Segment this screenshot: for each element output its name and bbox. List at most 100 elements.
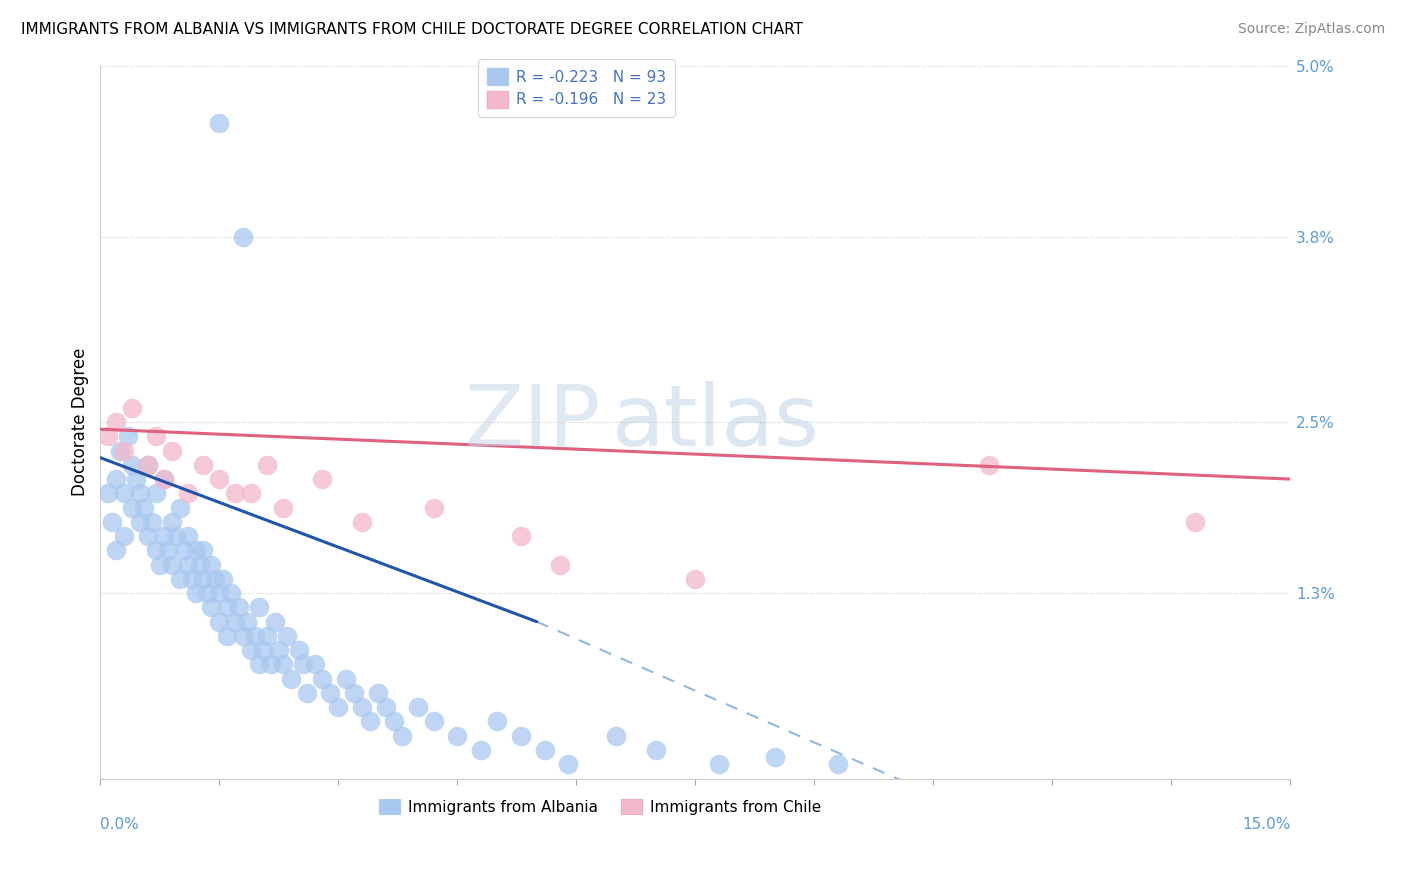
Text: Source: ZipAtlas.com: Source: ZipAtlas.com bbox=[1237, 22, 1385, 37]
Point bbox=[101, 515, 124, 529]
Point bbox=[188, 558, 211, 572]
Point bbox=[228, 600, 250, 615]
Point bbox=[105, 543, 128, 558]
Point bbox=[112, 486, 135, 500]
Point bbox=[291, 657, 314, 672]
Point bbox=[184, 543, 207, 558]
Point bbox=[260, 657, 283, 672]
Point bbox=[644, 743, 666, 757]
Point bbox=[169, 572, 191, 586]
Point bbox=[193, 543, 215, 558]
Point bbox=[280, 672, 302, 686]
Text: atlas: atlas bbox=[612, 381, 820, 464]
Point bbox=[446, 729, 468, 743]
Point bbox=[422, 714, 444, 729]
Point bbox=[827, 757, 849, 772]
Point bbox=[224, 486, 246, 500]
Point bbox=[193, 458, 215, 472]
Point bbox=[335, 672, 357, 686]
Point bbox=[267, 643, 290, 657]
Point bbox=[271, 657, 294, 672]
Point bbox=[509, 529, 531, 543]
Point bbox=[153, 472, 176, 486]
Point bbox=[200, 600, 222, 615]
Point bbox=[208, 586, 231, 600]
Point bbox=[374, 700, 396, 714]
Point bbox=[132, 500, 155, 515]
Point bbox=[256, 629, 278, 643]
Point bbox=[276, 629, 298, 643]
Text: ZIP: ZIP bbox=[464, 381, 600, 464]
Point bbox=[180, 572, 202, 586]
Point bbox=[208, 115, 231, 129]
Point bbox=[212, 572, 235, 586]
Point bbox=[173, 543, 195, 558]
Point bbox=[533, 743, 555, 757]
Point bbox=[204, 572, 226, 586]
Point bbox=[165, 529, 187, 543]
Point bbox=[156, 543, 179, 558]
Point bbox=[184, 586, 207, 600]
Point bbox=[247, 657, 270, 672]
Text: IMMIGRANTS FROM ALBANIA VS IMMIGRANTS FROM CHILE DOCTORATE DEGREE CORRELATION CH: IMMIGRANTS FROM ALBANIA VS IMMIGRANTS FR… bbox=[21, 22, 803, 37]
Point bbox=[252, 643, 274, 657]
Point bbox=[391, 729, 413, 743]
Point bbox=[271, 500, 294, 515]
Point bbox=[328, 700, 350, 714]
Point bbox=[129, 515, 152, 529]
Point bbox=[176, 558, 198, 572]
Point bbox=[485, 714, 508, 729]
Point bbox=[193, 572, 215, 586]
Point bbox=[256, 458, 278, 472]
Point bbox=[470, 743, 492, 757]
Point bbox=[311, 672, 333, 686]
Point bbox=[509, 729, 531, 743]
Point bbox=[121, 458, 143, 472]
Point bbox=[117, 429, 139, 443]
Text: 15.0%: 15.0% bbox=[1241, 817, 1291, 832]
Point bbox=[240, 486, 263, 500]
Point bbox=[108, 443, 131, 458]
Point bbox=[145, 486, 167, 500]
Point bbox=[160, 558, 183, 572]
Point bbox=[311, 472, 333, 486]
Point bbox=[112, 529, 135, 543]
Y-axis label: Doctorate Degree: Doctorate Degree bbox=[72, 348, 89, 496]
Point bbox=[557, 757, 579, 772]
Point bbox=[153, 529, 176, 543]
Point bbox=[176, 529, 198, 543]
Point bbox=[217, 629, 239, 643]
Point bbox=[136, 529, 159, 543]
Point bbox=[247, 600, 270, 615]
Point bbox=[97, 429, 120, 443]
Point bbox=[236, 615, 259, 629]
Point bbox=[160, 515, 183, 529]
Point bbox=[121, 500, 143, 515]
Point bbox=[153, 472, 176, 486]
Point bbox=[169, 500, 191, 515]
Point bbox=[129, 486, 152, 500]
Point bbox=[382, 714, 405, 729]
Point bbox=[219, 586, 242, 600]
Point bbox=[105, 472, 128, 486]
Text: 0.0%: 0.0% bbox=[100, 817, 139, 832]
Point bbox=[359, 714, 381, 729]
Point bbox=[422, 500, 444, 515]
Point bbox=[105, 415, 128, 429]
Point bbox=[112, 443, 135, 458]
Point bbox=[200, 558, 222, 572]
Point bbox=[406, 700, 429, 714]
Point bbox=[136, 458, 159, 472]
Point bbox=[160, 443, 183, 458]
Point bbox=[295, 686, 318, 700]
Point bbox=[304, 657, 326, 672]
Point bbox=[367, 686, 389, 700]
Point bbox=[121, 401, 143, 415]
Point bbox=[763, 750, 786, 764]
Point bbox=[224, 615, 246, 629]
Legend: Immigrants from Albania, Immigrants from Chile: Immigrants from Albania, Immigrants from… bbox=[373, 793, 827, 821]
Point bbox=[232, 629, 254, 643]
Point bbox=[240, 643, 263, 657]
Point bbox=[145, 429, 167, 443]
Point bbox=[136, 458, 159, 472]
